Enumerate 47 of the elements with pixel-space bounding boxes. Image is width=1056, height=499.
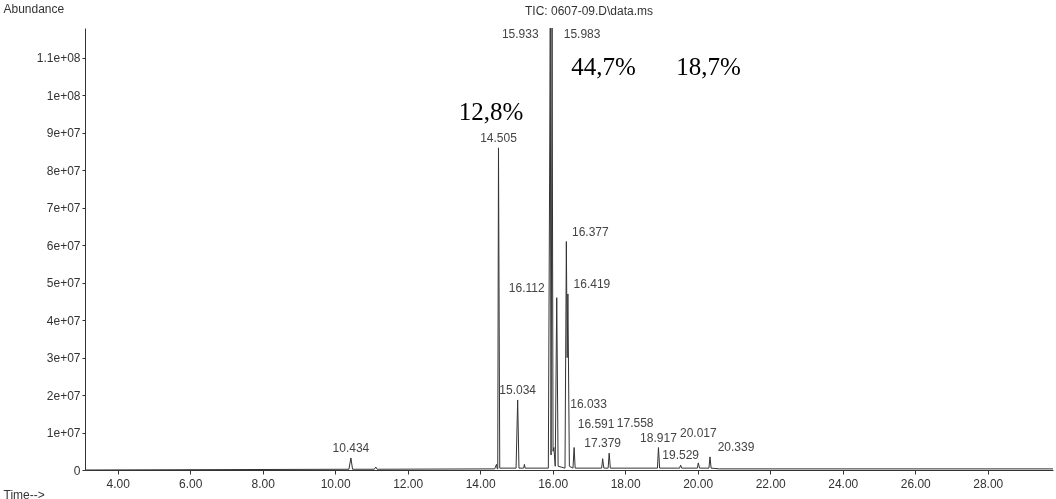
annotation: 18.917	[640, 430, 678, 445]
y-tick-label: 7e+07	[46, 201, 81, 216]
annotation: 10.434	[332, 441, 370, 456]
annotation: 12,8%	[458, 97, 524, 125]
x-tick-label: 20.00	[683, 476, 714, 491]
x-tick-label: 14.00	[465, 476, 497, 491]
x-tick-label: 4.00	[106, 476, 131, 491]
y-tick-label: 8e+07	[46, 163, 81, 178]
y-tick-label: 4e+07	[46, 313, 81, 328]
x-tick-label: 6.00	[178, 476, 203, 491]
annotation: 16.591	[577, 416, 615, 431]
annotation: 18,7%	[676, 52, 741, 80]
y-tick-label: 1e+08	[46, 88, 81, 103]
x-tick-label: 22.00	[755, 476, 787, 491]
annotation: 16.377	[572, 224, 610, 239]
x-tick-label: 8.00	[251, 476, 276, 491]
annotation: 15.034	[499, 382, 537, 397]
annotation: 44,7%	[571, 52, 636, 80]
x-axis-title: Time-->	[3, 487, 45, 499]
annotation: 15.933	[501, 27, 539, 41]
x-tick-label: 28.00	[973, 476, 1004, 491]
annotation: 19.529	[662, 448, 700, 463]
x-tick-label: 18.00	[610, 476, 642, 491]
annotation: 16.033	[570, 397, 608, 412]
y-tick-label: 0	[73, 463, 81, 478]
y-axis-title: Abundance	[3, 1, 65, 16]
annotation: 16.112	[508, 280, 545, 295]
x-tick-label: 26.00	[900, 476, 932, 491]
x-tick-label: 16.00	[538, 476, 569, 491]
y-tick-label: 3e+07	[46, 351, 81, 366]
annotation: 16.419	[573, 276, 611, 291]
y-tick-label: 1e+07	[46, 426, 81, 441]
y-tick-label: 2e+07	[46, 388, 81, 403]
annotation: 14.505	[480, 130, 518, 145]
chart-title: TIC: 0607-09.D\data.ms	[524, 4, 654, 18]
annotation: 17.558	[616, 416, 654, 431]
annotation: 15.983	[563, 27, 601, 41]
y-tick-label: 6e+07	[46, 238, 81, 253]
y-tick-label: 1.1e+08	[36, 51, 81, 66]
annotation: 20.339	[717, 439, 755, 454]
y-tick-label: 5e+07	[46, 276, 81, 291]
x-tick-label: 10.00	[320, 476, 351, 491]
y-tick-label: 9e+07	[46, 126, 81, 141]
x-tick-label: 12.00	[393, 476, 424, 491]
annotation: 17.379	[584, 435, 622, 450]
annotation: 20.017	[679, 425, 717, 440]
x-tick-label: 24.00	[828, 476, 859, 491]
